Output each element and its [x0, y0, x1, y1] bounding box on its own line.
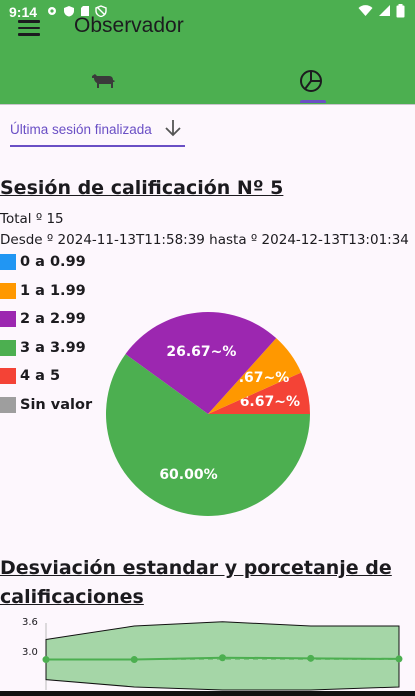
legend-item: 1 a 1.99 — [0, 282, 86, 300]
pie-chart-icon — [299, 70, 322, 92]
wifi-icon — [358, 5, 373, 16]
mean-point — [42, 656, 50, 664]
mean-point — [395, 655, 403, 663]
tab-divider — [0, 104, 415, 105]
session-title: Sesión de calificación Nº 5 — [0, 177, 284, 199]
legend-item: 3 a 3.99 — [0, 339, 86, 357]
sd-card-icon — [81, 6, 89, 16]
mean-point — [307, 654, 315, 662]
pie-slice — [208, 372, 310, 414]
pie-slice-label: 26.67~% — [166, 344, 236, 360]
deviation-title-line-1: Desviación estandar y porcetanje de — [0, 557, 392, 579]
legend-item: 2 a 2.99 — [0, 310, 86, 328]
mean-point — [130, 656, 138, 664]
legend-label: Sin valor — [20, 397, 93, 413]
legend-swatch — [0, 339, 16, 356]
page-title: Observador — [74, 14, 184, 37]
pie-slice — [106, 354, 310, 516]
legend-swatch — [0, 311, 16, 328]
pie-slice-label: 6.67~% — [240, 394, 300, 410]
menu-icon-bar — [18, 26, 40, 29]
shield-icon — [64, 6, 74, 17]
pie-slice-label: 6.67~% — [229, 370, 289, 386]
blocked-icon — [95, 5, 107, 17]
status-time: 9:14 — [9, 4, 38, 20]
pie-slice-label: 60.00% — [159, 467, 217, 483]
pie-slice — [125, 311, 277, 414]
mean-point — [219, 654, 226, 662]
menu-button[interactable] — [16, 16, 42, 40]
deviation-band — [45, 621, 400, 691]
signal-icon — [379, 5, 390, 16]
menu-icon-bar — [18, 33, 40, 36]
status-bar: 9:14 — [0, 0, 415, 24]
status-notification-icons — [46, 5, 107, 17]
legend-swatch — [0, 254, 16, 270]
session-select[interactable]: Última sesión finalizada — [10, 118, 185, 147]
status-system-icons — [358, 4, 405, 18]
navigation-bar — [0, 691, 415, 696]
battery-icon — [396, 4, 405, 18]
arrow-down-icon — [165, 120, 181, 137]
pie-slice — [208, 338, 302, 414]
mean-line — [46, 656, 400, 661]
menu-icon-bar — [18, 20, 40, 23]
legend-item: Sin valor — [0, 396, 92, 414]
tab-animals[interactable] — [0, 58, 207, 104]
cow-icon — [91, 74, 115, 88]
legend-swatch — [0, 397, 16, 413]
y-tick-label: 3.6 — [22, 617, 38, 628]
tab-indicator — [300, 100, 326, 103]
legend-item: 0 a 0.99 — [0, 253, 86, 271]
settings-icon — [48, 7, 56, 15]
session-select-value: Última sesión finalizada — [10, 122, 152, 137]
session-total: Total º 15 — [0, 211, 64, 227]
tab-statistics[interactable] — [207, 58, 414, 104]
app-bar — [0, 0, 415, 104]
legend-label: 3 a 3.99 — [20, 339, 86, 356]
deviation-title-line-2: calificaciones — [0, 586, 144, 608]
legend-label: 1 a 1.99 — [20, 282, 86, 299]
legend-label: 4 a 5 — [20, 368, 61, 385]
legend-swatch — [0, 282, 16, 299]
legend-item: 4 a 5 — [0, 367, 60, 385]
legend-label: 2 a 2.99 — [20, 311, 86, 328]
legend-label: 0 a 0.99 — [20, 254, 86, 270]
session-range: Desde º 2024-11-13T11:58:39 hasta º 2024… — [0, 232, 409, 248]
y-tick-label: 3.0 — [22, 647, 38, 658]
legend-swatch — [0, 368, 16, 385]
